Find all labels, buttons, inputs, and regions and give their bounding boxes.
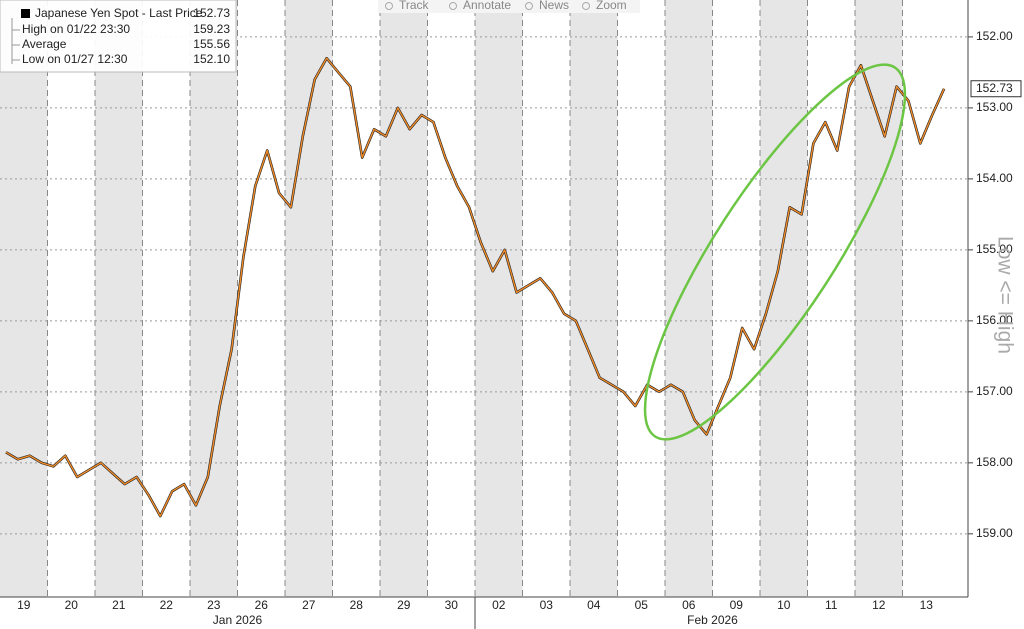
x-tick-label: 02: [492, 598, 506, 612]
price-line: [5, 57, 945, 517]
x-tick-label: 11: [825, 598, 838, 612]
x-tick-label: 21: [112, 598, 126, 612]
x-tick-label: 12: [872, 598, 886, 612]
legend-value: 152.10: [193, 52, 230, 66]
month-label: Jan 2026: [213, 613, 263, 627]
last-price-label: 152.73: [976, 81, 1013, 95]
y-tick-label: 155.00: [976, 242, 1013, 256]
legend-value: 159.23: [193, 22, 230, 36]
toolbar-icon: [385, 2, 393, 10]
legend-value: 152.73: [193, 6, 230, 20]
toolbar-icon: [449, 2, 457, 10]
day-band: [760, 0, 808, 597]
legend-swatch: [21, 9, 30, 18]
x-tick-label: 10: [777, 598, 791, 612]
day-band: [380, 0, 428, 597]
day-band: [570, 0, 618, 597]
legend-box: [0, 0, 237, 73]
day-band: [285, 0, 333, 597]
legend-label: Japanese Yen Spot - Last Price: [35, 6, 203, 20]
x-tick-label: 04: [587, 598, 601, 612]
day-band: [0, 0, 48, 597]
x-tick-label: 27: [302, 598, 316, 612]
day-band: [95, 0, 143, 597]
x-tick-label: 28: [350, 598, 364, 612]
last-price-box: [970, 80, 1022, 98]
x-tick-label: 23: [207, 598, 221, 612]
legend-label: Low on 01/27 12:30: [22, 52, 128, 66]
toolbar-button[interactable]: Annotate: [463, 0, 511, 12]
toolbar-button[interactable]: Zoom: [596, 0, 627, 12]
x-tick-label: 29: [397, 598, 411, 612]
toolbar-button[interactable]: Track: [399, 0, 430, 12]
y-tick-label: 154.00: [976, 171, 1013, 185]
day-band: [665, 0, 713, 597]
y-tick-label: 153.00: [976, 100, 1013, 114]
toolbar-button[interactable]: News: [539, 0, 569, 12]
y-tick-label: 157.00: [976, 384, 1013, 398]
marks: [5, 56, 946, 518]
y-tick-label: 156.00: [976, 313, 1013, 327]
day-band: [475, 0, 523, 597]
legend-label: Average: [22, 37, 67, 51]
toolbar-bg: [378, 0, 640, 13]
day-bands: [0, 0, 903, 597]
legend-label: High on 01/22 23:30: [22, 22, 130, 36]
x-tick-label: 30: [445, 598, 459, 612]
y-tick-label: 158.00: [976, 455, 1013, 469]
toolbar: Track Annotate News Zoom: [378, 0, 640, 13]
x-tick-label: 13: [920, 598, 934, 612]
toolbar-icon: [582, 2, 590, 10]
highlight-ellipse: [643, 63, 907, 441]
legend-value: 155.56: [193, 37, 230, 51]
day-band: [190, 0, 238, 597]
x-tick-label: 05: [635, 598, 649, 612]
y-axis-label: Low <= High: [993, 236, 1016, 354]
y-tick-label: 159.00: [976, 526, 1013, 540]
y-tick-label: 152.00: [976, 29, 1013, 43]
x-tick-label: 09: [730, 598, 744, 612]
toolbar-icon: [525, 2, 533, 10]
month-label: Feb 2026: [687, 613, 738, 627]
legend: Japanese Yen Spot - Last Price 152.73 Hi…: [0, 0, 237, 73]
x-tick-label: 19: [17, 598, 31, 612]
x-tick-label: 22: [160, 598, 174, 612]
x-tick-label: 03: [540, 598, 554, 612]
x-tick-label: 06: [682, 598, 696, 612]
x-tick-label: 20: [65, 598, 79, 612]
x-tick-label: 26: [255, 598, 269, 612]
